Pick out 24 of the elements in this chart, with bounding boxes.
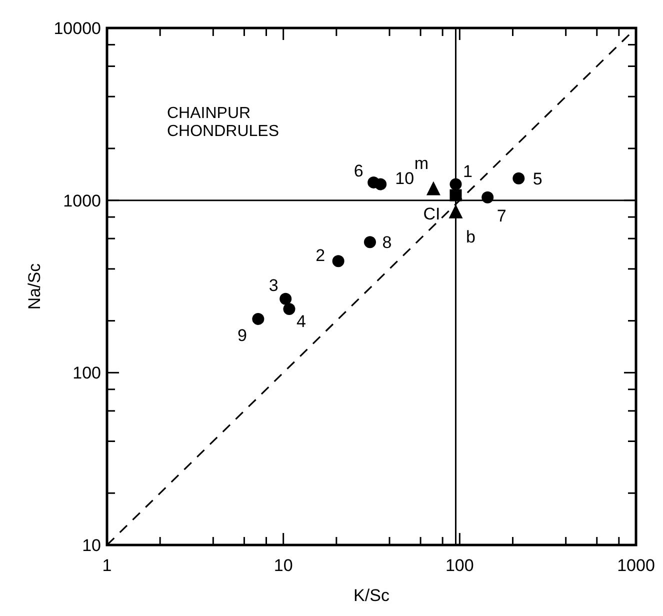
x-tick-label: 100 (445, 556, 474, 575)
y-tick-label: 10 (82, 536, 101, 555)
y-tick-label: 10000 (54, 19, 101, 38)
x-axis-title: K/Sc (354, 586, 390, 605)
annotation: 5 (532, 169, 542, 188)
annotation: b (466, 227, 476, 246)
annotation: 4 (296, 312, 306, 332)
x-tick-label: 10 (274, 556, 293, 575)
annotation: m (414, 154, 429, 174)
y-axis-title: Na/Sc (25, 262, 44, 310)
annotation: 6 (354, 161, 364, 180)
annotation: 7 (496, 206, 506, 226)
annotation: CHAINPUR CHONDRULES (167, 105, 280, 140)
annotation: 1 (463, 162, 472, 182)
x-tick-label: 1000 (617, 556, 655, 575)
annotation: 8 (382, 233, 392, 252)
annotation: 9 (237, 326, 247, 345)
annotation: 10 (395, 169, 414, 188)
annotation: CI (423, 204, 440, 224)
y-tick-label: 100 (72, 364, 101, 383)
annotation: 2 (316, 246, 326, 266)
y-tick-label: 1000 (63, 191, 101, 210)
annotation: 3 (268, 276, 278, 295)
x-tick-label: 1 (102, 556, 112, 575)
